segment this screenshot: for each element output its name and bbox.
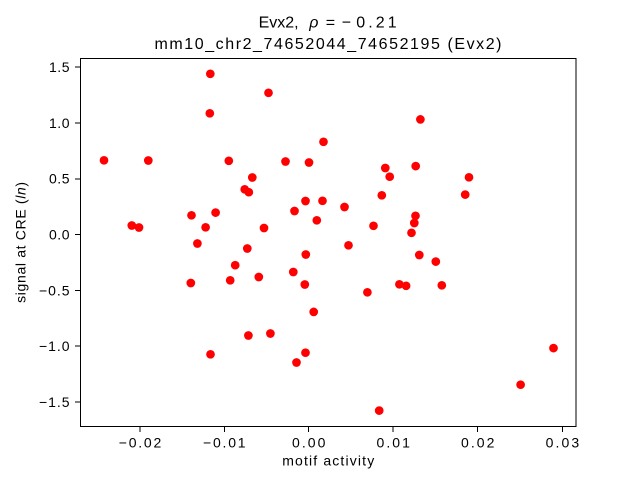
svg-text:−1.5: −1.5 bbox=[39, 394, 70, 410]
svg-text:−0.01: −0.01 bbox=[203, 435, 246, 451]
svg-text:signal at CRE (ln): signal at CRE (ln) bbox=[13, 182, 29, 303]
svg-text:0.03: 0.03 bbox=[546, 435, 580, 451]
svg-text:0.5: 0.5 bbox=[49, 171, 70, 187]
svg-text:0.01: 0.01 bbox=[376, 435, 410, 451]
svg-text:1.0: 1.0 bbox=[49, 115, 70, 131]
svg-text:Evx2,ρ=−0.21: Evx2, ρ = −0.21 bbox=[259, 15, 397, 32]
svg-text:0.00: 0.00 bbox=[292, 435, 326, 451]
svg-text:−0.5: −0.5 bbox=[39, 282, 70, 298]
svg-text:−0.02: −0.02 bbox=[119, 435, 162, 451]
svg-text:1.5: 1.5 bbox=[49, 59, 70, 75]
svg-text:0.0: 0.0 bbox=[49, 227, 70, 243]
svg-text:motif activity: motif activity bbox=[282, 453, 374, 469]
svg-text:0.02: 0.02 bbox=[461, 435, 495, 451]
svg-text:mm10_chr2_74652044_74652195 (E: mm10_chr2_74652044_74652195 (Evx2) bbox=[155, 36, 502, 53]
svg-text:−1.0: −1.0 bbox=[39, 338, 70, 354]
